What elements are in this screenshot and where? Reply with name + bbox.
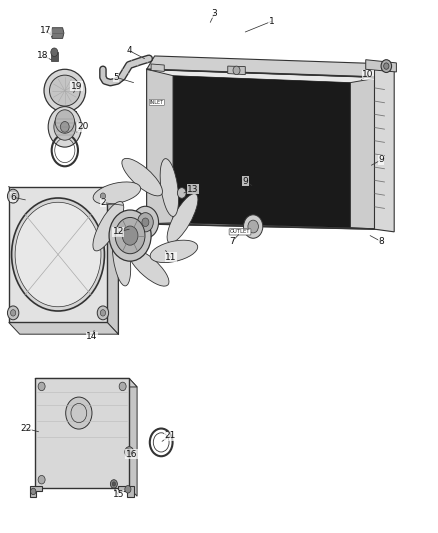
Text: 19: 19 [71,82,82,91]
Polygon shape [374,83,385,216]
Circle shape [51,48,58,56]
Circle shape [12,198,104,311]
Text: 11: 11 [165,253,177,262]
Text: 10: 10 [362,70,374,79]
Ellipse shape [150,240,198,263]
Circle shape [97,189,109,203]
Circle shape [142,218,149,227]
Ellipse shape [93,182,141,204]
Text: 13: 13 [187,185,198,193]
Polygon shape [147,69,381,229]
Circle shape [54,114,76,140]
Circle shape [97,306,109,320]
Circle shape [112,482,116,486]
Circle shape [100,310,106,316]
Text: OUTLET: OUTLET [230,229,250,235]
Circle shape [177,188,186,198]
Circle shape [138,213,153,232]
Polygon shape [51,28,64,38]
Circle shape [38,382,45,391]
Circle shape [11,310,16,316]
Text: INLET: INLET [150,100,164,105]
Polygon shape [147,56,389,77]
Polygon shape [107,187,118,334]
Text: 12: 12 [113,228,124,236]
Circle shape [38,475,45,484]
Ellipse shape [122,158,162,196]
Text: 1: 1 [268,17,275,26]
Circle shape [55,110,74,133]
Polygon shape [51,52,58,61]
Ellipse shape [49,75,80,106]
Polygon shape [118,486,134,497]
Ellipse shape [160,159,179,216]
Text: 14: 14 [86,333,98,341]
Circle shape [248,220,258,233]
Circle shape [66,397,92,429]
Polygon shape [366,60,396,72]
Circle shape [244,215,263,238]
Ellipse shape [167,193,198,243]
Polygon shape [147,69,173,224]
Polygon shape [9,322,118,334]
Circle shape [381,60,392,72]
Circle shape [31,488,36,495]
Text: 3: 3 [212,9,218,18]
Circle shape [125,447,134,457]
Polygon shape [151,64,164,71]
Text: 9: 9 [378,156,384,164]
Text: 20: 20 [78,123,89,131]
Ellipse shape [128,248,169,286]
Circle shape [7,306,19,320]
Circle shape [60,122,69,132]
Polygon shape [350,77,381,229]
Text: 4: 4 [127,46,132,55]
Circle shape [122,226,138,245]
Circle shape [119,382,126,391]
Text: 7: 7 [229,237,235,246]
Circle shape [125,486,131,493]
Circle shape [384,63,389,69]
Text: 17: 17 [40,27,52,35]
Polygon shape [35,378,129,488]
Circle shape [110,480,117,488]
Circle shape [233,66,240,75]
Circle shape [115,217,145,254]
Polygon shape [173,76,350,228]
Circle shape [7,189,19,203]
Text: 18: 18 [37,51,48,60]
Circle shape [11,193,16,199]
Text: 16: 16 [126,450,137,458]
Circle shape [100,193,106,199]
Ellipse shape [93,201,124,251]
Text: 15: 15 [113,490,124,499]
Ellipse shape [112,228,131,286]
Text: 5: 5 [113,73,119,82]
Ellipse shape [44,69,86,112]
Circle shape [127,449,131,455]
Polygon shape [228,66,245,75]
Polygon shape [30,486,42,497]
Circle shape [109,210,151,261]
Text: 2: 2 [100,198,106,207]
Text: 9: 9 [242,177,248,185]
Polygon shape [9,187,107,322]
Text: 6: 6 [10,193,16,201]
Polygon shape [35,378,137,387]
Circle shape [15,203,101,307]
Text: 21: 21 [164,432,176,440]
Circle shape [48,107,81,147]
Polygon shape [54,111,76,131]
Circle shape [132,206,159,238]
Polygon shape [381,64,389,229]
Polygon shape [129,378,137,496]
Polygon shape [374,67,394,232]
Text: 8: 8 [378,237,384,246]
Text: 22: 22 [21,424,32,433]
